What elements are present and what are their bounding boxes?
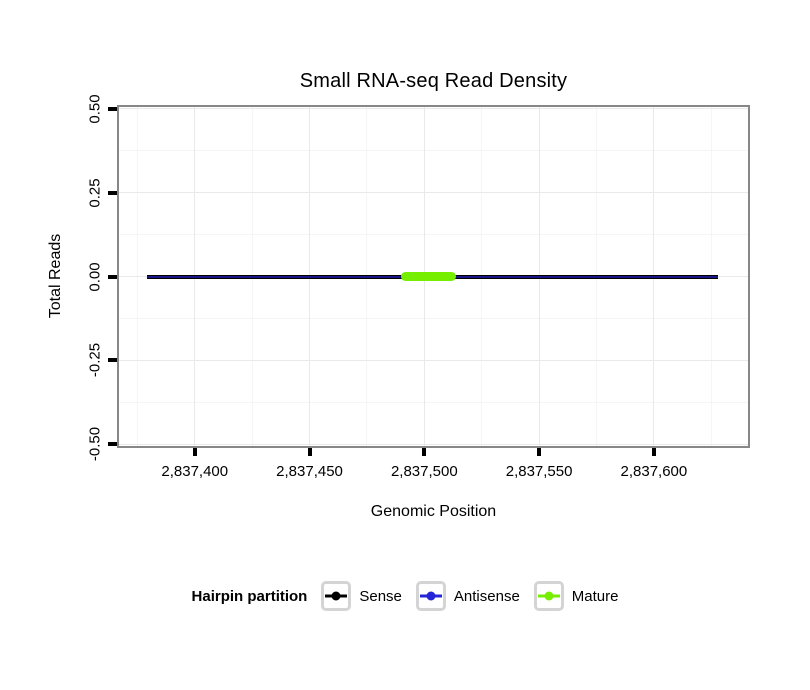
legend-key-box — [321, 581, 352, 611]
chart-title: Small RNA-seq Read Density — [299, 70, 568, 92]
x-tick-mark — [651, 448, 656, 456]
x-tick-label: 2,837,550 — [505, 463, 573, 480]
legend-entry-label: Sense — [359, 587, 402, 605]
legend-key-dot — [331, 591, 341, 601]
legend: Hairpin partition Sense Antisense Mature — [0, 579, 810, 613]
y-tick-label: -0.50 — [86, 427, 104, 462]
x-tick-label: 2,837,400 — [161, 463, 229, 480]
y-tick-label: 0.25 — [86, 177, 104, 208]
x-tick-mark — [192, 448, 197, 456]
legend-key-dot — [426, 591, 436, 601]
x-axis-title: Genomic Position — [370, 503, 497, 520]
gridline-y-minor — [119, 401, 748, 403]
y-tick-mark — [108, 442, 117, 447]
legend-title: Hairpin partition — [191, 587, 308, 605]
x-tick-mark — [422, 448, 427, 456]
y-tick-mark — [108, 106, 117, 111]
x-tick-mark — [307, 448, 312, 456]
y-tick-label: 0.50 — [86, 94, 104, 124]
gridline-y-minor — [119, 234, 748, 236]
legend-key-dot — [544, 591, 554, 601]
x-tick-label: 2,837,500 — [390, 463, 458, 480]
y-tick-label: 0.00 — [86, 261, 104, 292]
y-tick-mark — [108, 358, 117, 363]
gridline-y-major — [119, 359, 748, 361]
gridline-y-major — [119, 443, 748, 445]
x-tick-label: 2,837,600 — [620, 463, 688, 480]
gridline-y-minor — [119, 317, 748, 319]
gridline-y-major — [119, 108, 748, 110]
gridline-y-major — [119, 192, 748, 194]
legend-entries: Sense Antisense Mature — [321, 581, 618, 611]
legend-key-box — [415, 581, 446, 611]
legend-entry-label: Mature — [571, 587, 619, 605]
y-tick-label: -0.25 — [86, 343, 104, 378]
y-tick-mark — [108, 274, 117, 279]
y-axis-title: Total Reads — [47, 233, 64, 319]
legend-entry-mature: Mature — [533, 581, 619, 611]
legend-entry-label: Antisense — [453, 587, 520, 605]
x-tick-label: 2,837,450 — [276, 463, 343, 480]
legend-entry-sense: Sense — [321, 581, 402, 611]
gridline-y-minor — [119, 150, 748, 152]
mature-segment — [401, 272, 457, 281]
legend-entry-antisense: Antisense — [415, 581, 520, 611]
x-tick-mark — [537, 448, 542, 456]
y-tick-mark — [108, 190, 117, 195]
legend-key-box — [533, 581, 564, 611]
